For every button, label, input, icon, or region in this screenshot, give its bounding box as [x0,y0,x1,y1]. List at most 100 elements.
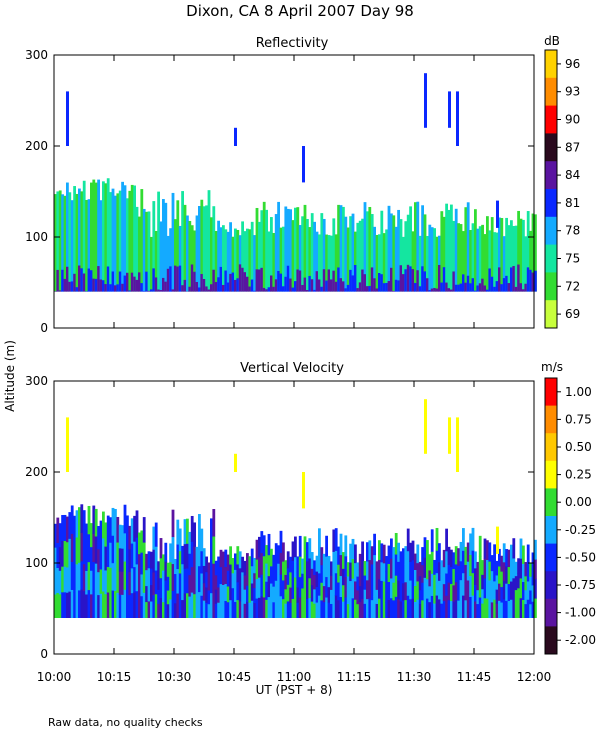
velocity-column-segment [402,548,405,567]
reflectivity-column-core [507,283,511,292]
reflectivity-column-core [442,267,446,292]
velocity-column-segment [224,583,228,602]
velocity-column-segment [186,568,189,594]
velocity-column-segment [332,573,336,596]
velocity-column-segment [320,547,324,566]
reflectivity-column-core [82,273,86,292]
reflectivity-column-core [466,275,470,292]
velocity-column-segment [322,601,326,618]
velocity-column-segment [320,599,324,618]
reflectivity-column-core [258,269,261,292]
colorbar-tick-label: -1.00 [565,606,596,620]
velocity-column-segment [445,528,448,552]
velocity-column-segment [322,553,326,571]
velocity-column-segment [481,588,484,604]
reflectivity-column [308,227,312,292]
velocity-column-segment [243,603,247,618]
x-axis: 10:00 10:15 10:30 10:45 11:00 11:15 11:30 11:45… [37,55,551,684]
reflectivity-column [512,225,516,292]
velocity-column-segment [82,510,86,538]
velocity-column-segment [219,549,223,568]
reflectivity-column-core [330,279,333,292]
velocity-column-segment [490,570,494,587]
reflectivity-column-core [296,269,300,292]
velocity-column-segment [493,580,496,600]
velocity-column-segment [198,539,201,567]
velocity-column-segment [102,511,105,539]
x-tick-label: 11:45 [457,670,492,684]
reflectivity-column-core [375,288,379,292]
velocity-column-segment [529,562,532,577]
reflectivity-column [346,227,350,292]
velocity-column-segment [80,589,84,618]
velocity-column-segment [99,569,103,594]
velocity-column-segment [459,541,463,562]
velocity-column-segment [104,570,108,595]
velocity-column-segment [457,548,460,566]
velocity-column-segment [519,597,523,618]
reflectivity-column [375,234,379,292]
reflectivity-column-core [498,267,501,292]
velocity-column-segment [188,574,192,597]
reflectivity-column-core [58,290,62,292]
velocity-column-segment [390,538,393,559]
velocity-column-segment [502,599,506,618]
x-tick-label: 11:00 [277,670,312,684]
reflectivity-column [418,235,422,292]
velocity-column-segment [354,544,357,564]
velocity-column-segment [440,588,444,604]
velocity-column-segment [128,548,132,573]
velocity-column-segment [118,594,122,618]
velocity-column-segment [332,529,336,552]
velocity-column-segment [404,581,408,601]
velocity-column-segment [342,568,345,586]
reflectivity-column [392,215,396,292]
velocity-column-segment [526,599,530,618]
reflectivity-column [478,226,482,292]
velocity-column-segment [202,548,206,566]
reflectivity-column-core [279,273,283,292]
velocity-column-segment [212,590,216,618]
velocity-column-segment [169,599,172,618]
velocity-column-segment [354,599,357,618]
reflectivity-column [162,199,165,292]
reflectivity-column [442,216,446,292]
velocity-column-segment [315,602,319,618]
reflectivity-column-core [183,279,187,292]
velocity-column-segment [147,567,151,585]
reflectivity-column-core [109,284,112,292]
velocity-column-segment [534,559,537,580]
velocity-data-layer [54,399,537,618]
velocity-column-segment [250,583,254,601]
velocity-column-segment [493,599,496,618]
velocity-column-segment [481,574,484,590]
velocity-column-segment [356,603,360,618]
velocity-column-segment [229,546,232,565]
velocity-column-segment [284,560,288,575]
reflectivity-column-core [301,284,304,292]
velocity-column-segment [483,578,487,599]
velocity-column-segment [392,564,396,583]
velocity-column-segment [270,583,273,601]
reflectivity-column [97,179,100,292]
colorbar-tick-label: 0.75 [565,412,592,426]
reflectivity-column-core [274,279,278,292]
velocity-column-segment [416,544,420,564]
velocity-column-segment [459,579,463,600]
velocity-column-segment [186,543,189,569]
reflectivity-column-core [73,273,76,292]
velocity-column-segment [222,584,225,602]
velocity-column-segment [474,601,477,618]
velocity-column-segment [183,543,187,569]
velocity-column-segment [430,551,434,574]
velocity-column-segment [135,564,139,592]
reflectivity-column [145,211,148,292]
velocity-column-segment [474,584,477,602]
velocity-column-segment [291,560,295,580]
velocity-column-segment [248,556,252,572]
velocity-column-segment [106,592,110,618]
velocity-title: Vertical Velocity [240,361,344,376]
velocity-column-segment [66,516,69,543]
velocity-column-segment [75,563,79,592]
velocity-column-segment [375,603,379,618]
